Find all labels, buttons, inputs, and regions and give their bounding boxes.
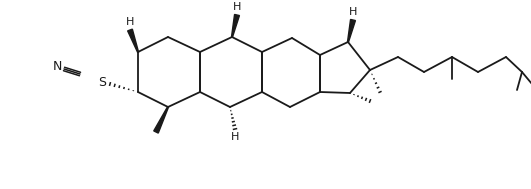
Text: H: H bbox=[233, 2, 241, 12]
Polygon shape bbox=[347, 19, 355, 42]
Text: H: H bbox=[231, 132, 239, 142]
Text: N: N bbox=[53, 60, 62, 74]
Polygon shape bbox=[154, 107, 168, 133]
Polygon shape bbox=[127, 29, 139, 52]
Text: H: H bbox=[126, 17, 134, 27]
Polygon shape bbox=[232, 14, 239, 37]
Text: H: H bbox=[349, 7, 357, 17]
Text: S: S bbox=[98, 75, 106, 88]
